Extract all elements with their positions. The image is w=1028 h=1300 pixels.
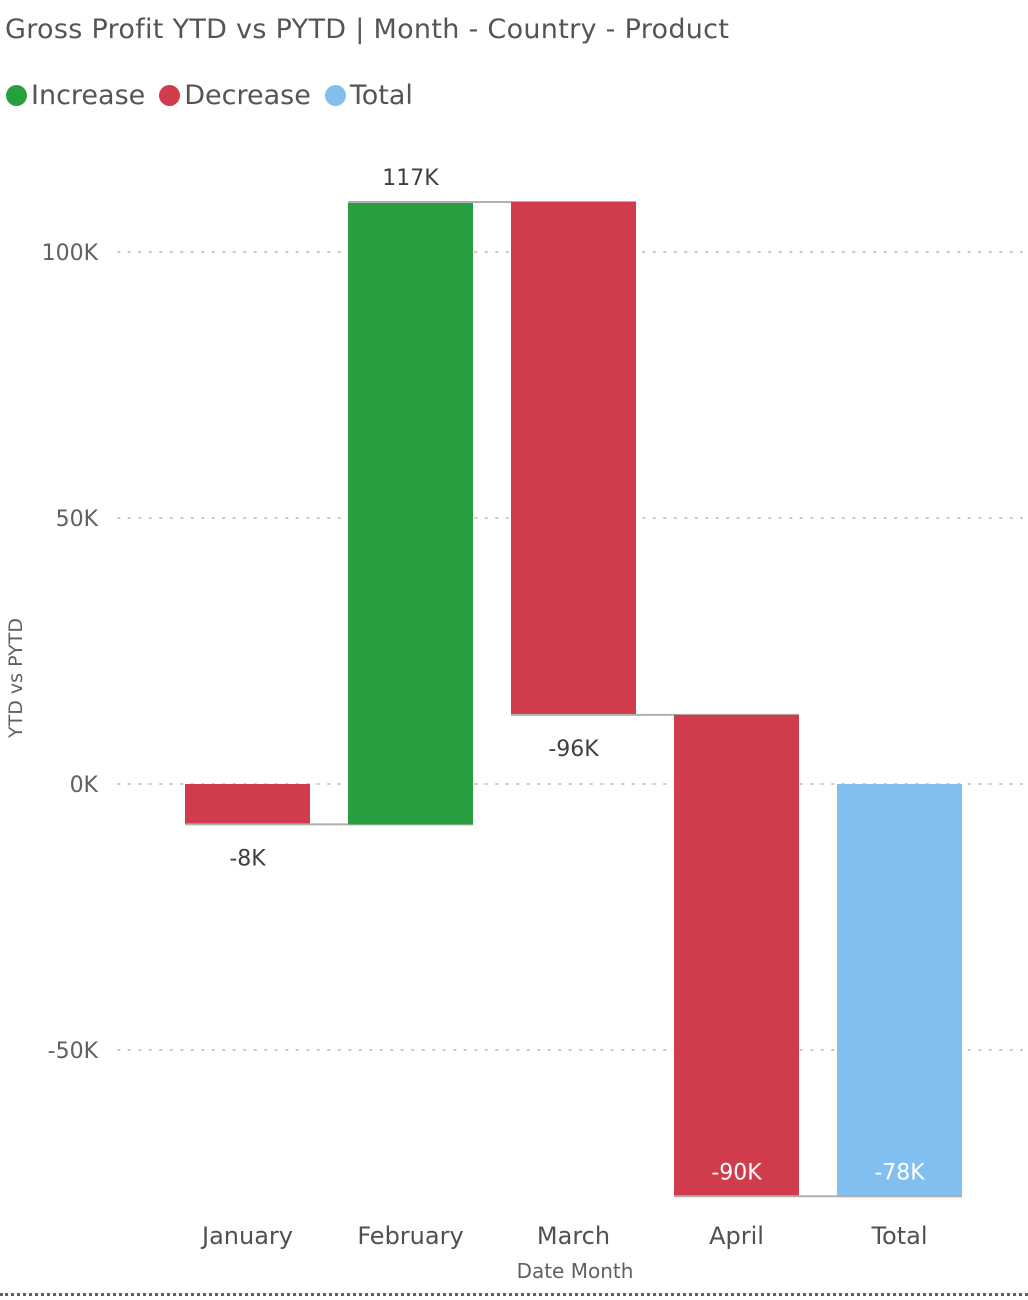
data-label: -90K (711, 1160, 762, 1185)
bar-march[interactable] (511, 201, 636, 715)
x-tick-label: February (357, 1222, 463, 1250)
x-axis-title: Date Month (517, 1259, 634, 1283)
legend-item-increase[interactable]: Increase (6, 80, 145, 111)
legend-label-total: Total (349, 80, 413, 111)
y-axis-title: YTD vs PYTD (5, 618, 27, 739)
legend: Increase Decrease Total (6, 80, 427, 111)
y-tick-label: 0K (70, 773, 99, 798)
legend-item-decrease[interactable]: Decrease (159, 80, 311, 111)
data-label: -8K (229, 846, 266, 871)
x-tick-label: Total (870, 1222, 927, 1250)
y-tick-label: 100K (42, 241, 99, 266)
bar-january[interactable] (185, 784, 310, 825)
legend-swatch-decrease (159, 85, 181, 106)
bar-total[interactable] (837, 784, 962, 1197)
y-tick-label: 50K (56, 507, 99, 532)
legend-swatch-total (324, 85, 346, 106)
chart-title: Gross Profit YTD vs PYTD | Month - Count… (5, 14, 730, 45)
legend-swatch-increase (6, 85, 27, 106)
legend-label-decrease: Decrease (184, 80, 311, 111)
bottom-border (0, 1293, 1028, 1296)
data-label: -96K (548, 737, 599, 762)
legend-label-increase: Increase (31, 80, 146, 111)
data-label: 117K (382, 166, 439, 191)
bar-april[interactable] (674, 714, 799, 1197)
y-tick-label: -50K (48, 1039, 99, 1064)
x-tick-label: April (709, 1222, 764, 1250)
x-tick-label: January (200, 1222, 293, 1250)
legend-item-total[interactable]: Total (324, 80, 413, 111)
x-tick-label: March (537, 1222, 610, 1250)
bar-february[interactable] (348, 201, 473, 825)
data-label: -78K (874, 1160, 925, 1185)
